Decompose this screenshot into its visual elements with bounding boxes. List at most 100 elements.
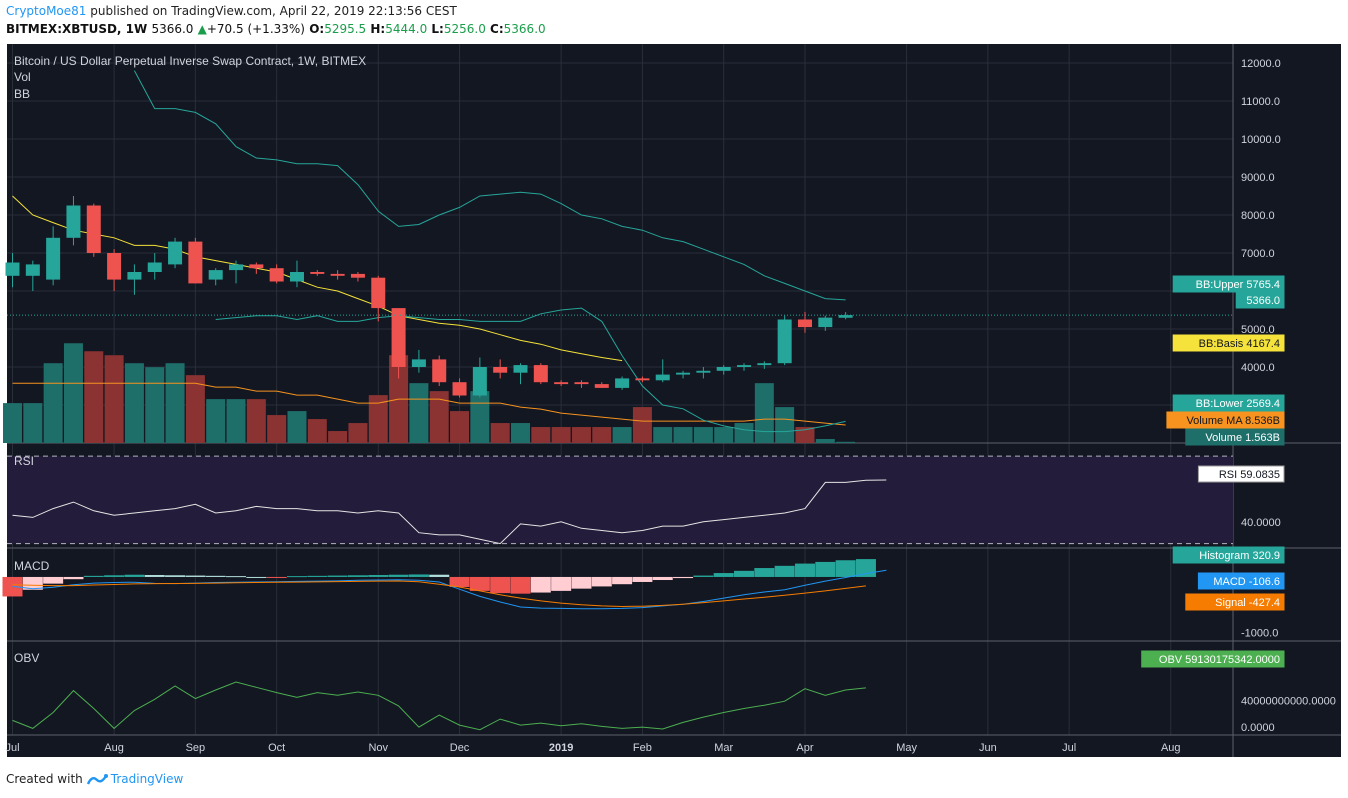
volume-bar — [246, 399, 266, 443]
tradingview-link[interactable]: TradingView — [110, 772, 184, 786]
candle-body — [737, 365, 752, 367]
volume-bar — [612, 427, 632, 443]
macd-histogram-bar — [490, 576, 511, 594]
volume-bar — [673, 427, 693, 443]
bb-upper-line — [133, 70, 846, 301]
macd-histogram-bar — [469, 576, 490, 591]
candle-body — [46, 237, 61, 280]
rsi-tag-bg — [1197, 465, 1285, 483]
volume-bar — [145, 367, 165, 443]
volume-bar — [571, 427, 591, 443]
volume-bar — [632, 407, 652, 443]
price-change: +70.5 (+1.33%) — [206, 22, 305, 36]
bb-basis-line — [12, 195, 623, 362]
signal-line — [12, 580, 866, 608]
macd-histogram-bar — [286, 576, 307, 578]
candle-body — [249, 264, 264, 269]
macd-histogram-bar — [226, 576, 247, 578]
macd-histogram-bar — [43, 576, 64, 584]
volume-bar — [104, 355, 124, 443]
macd-histogram-bar — [530, 576, 551, 593]
footer: Created with TradingView — [6, 772, 183, 786]
volume-ma-tag-bg — [1166, 411, 1285, 429]
obv-indicator-label: OBV — [14, 651, 39, 665]
volume-bar — [450, 411, 470, 443]
macd-histogram-bar — [713, 573, 734, 577]
macd-histogram-bar — [632, 576, 653, 582]
time-tick-label: Oct — [268, 742, 285, 754]
candle-body — [513, 365, 528, 373]
up-arrow-icon: ▲ — [197, 22, 207, 36]
author-link[interactable]: CryptoMoe81 — [6, 4, 87, 18]
price-tick-label: 11000.0 — [1241, 96, 1280, 108]
macd-histogram-bar — [591, 576, 612, 587]
macd-histogram-bar — [388, 574, 409, 577]
time-tick-label: Nov — [368, 742, 388, 754]
candle-body — [696, 370, 711, 373]
volume-ma-tag: Volume MA 8.536B — [1186, 415, 1280, 427]
macd-histogram-bar — [83, 575, 104, 577]
macd-histogram-bar — [307, 575, 328, 577]
price-tick-label: 7000.0 — [1241, 248, 1275, 260]
macd-histogram-bar — [652, 576, 673, 581]
volume-bar — [592, 427, 612, 443]
macd-histogram-bar — [205, 575, 226, 577]
macd-histogram-bar — [22, 576, 43, 590]
candle-body — [411, 359, 426, 367]
candle-body — [208, 270, 223, 280]
low-value: 5256.0 — [443, 22, 486, 36]
macd-tag-bg — [1197, 572, 1285, 590]
candle-body — [289, 272, 304, 282]
volume-bar — [551, 427, 571, 443]
macd-tick-label: -1000.0 — [1241, 628, 1278, 640]
volume-bar — [836, 441, 856, 443]
candle-body — [818, 317, 833, 328]
macd-histogram-bar — [347, 575, 368, 577]
candle-body — [391, 308, 406, 367]
bb-basis-tag: BB:Basis 4167.4 — [1199, 338, 1280, 350]
time-tick-label: May — [896, 742, 917, 754]
candle-body — [554, 382, 569, 385]
volume-bar — [734, 423, 754, 443]
bb-basis-tag-bg — [1172, 334, 1285, 352]
chart-canvas[interactable]: Bitcoin / US Dollar Perpetual Inverse Sw… — [0, 0, 1348, 770]
candle-body — [838, 315, 853, 318]
volume-bar — [23, 403, 43, 443]
price-tick-label: 12000.0 — [1241, 58, 1281, 70]
volume-bar — [470, 391, 490, 443]
macd-histogram-bar — [551, 576, 572, 591]
candle-body — [757, 363, 772, 366]
candle-body — [86, 205, 101, 253]
price-tick-label: 9000.0 — [1241, 172, 1275, 184]
macd-histogram-bar — [327, 575, 348, 577]
candle-body — [676, 372, 691, 375]
candle-body — [452, 382, 467, 396]
candle-body — [229, 264, 244, 271]
last-price-tag-bg — [1235, 291, 1285, 309]
obv-line — [12, 681, 866, 731]
close-value: 5366.0 — [503, 22, 546, 36]
volume-bar — [287, 411, 307, 443]
open-value: 5295.5 — [324, 22, 367, 36]
volume-tag: Volume 1.563B — [1205, 432, 1280, 444]
macd-histogram-bar — [104, 575, 125, 577]
volume-bar — [490, 423, 510, 443]
volume-bar — [714, 427, 734, 443]
volume-bar — [693, 427, 713, 443]
macd-histogram-bar — [429, 574, 450, 577]
candle-body — [493, 367, 508, 373]
last-price-tag: 5366.0 — [1246, 295, 1280, 307]
macd-histogram-bar — [144, 575, 165, 577]
bb-indicator-label: BB — [14, 87, 30, 101]
volume-bar — [226, 399, 246, 443]
candle-body — [574, 382, 589, 385]
obv-tick-label: 0.0000 — [1241, 722, 1275, 734]
volume-bar — [409, 383, 429, 443]
bb-upper-tag: BB:Upper 5765.4 — [1196, 279, 1280, 291]
macd-histogram-bar — [510, 576, 531, 594]
time-tick-label: Jun — [979, 742, 997, 754]
vol-indicator-label: Vol — [14, 70, 31, 84]
candle-body — [797, 319, 812, 328]
macd-histogram-bar — [734, 570, 755, 577]
macd-histogram-bar — [673, 576, 694, 579]
